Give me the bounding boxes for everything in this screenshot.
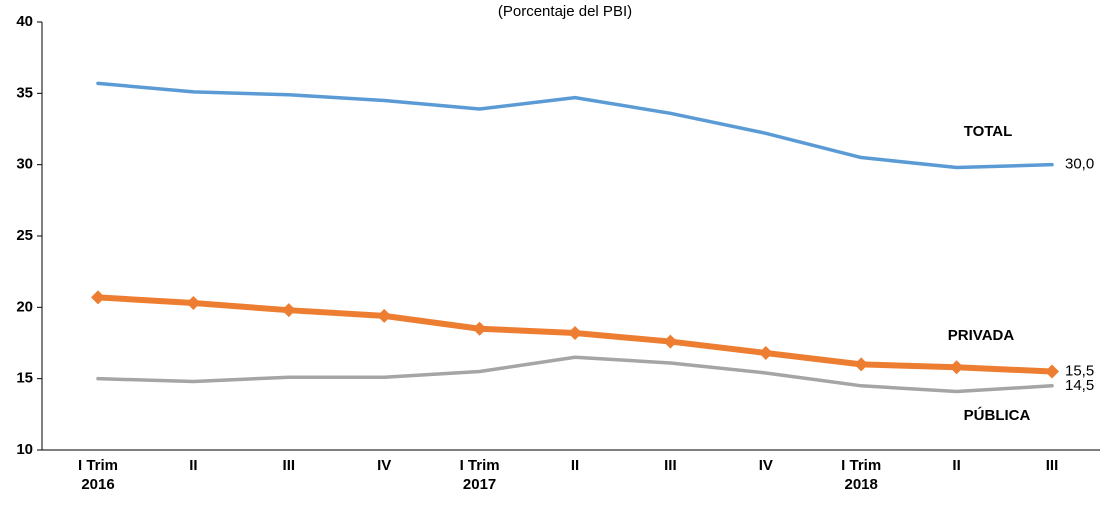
x-tick-label: I Trim 2017 <box>459 457 500 493</box>
y-tick-label: 20 <box>16 298 33 315</box>
chart-subtitle: (Porcentaje del PBI) <box>498 3 632 20</box>
series-line <box>96 355 1054 394</box>
x-tick-label: IV <box>758 457 773 474</box>
point-marker <box>663 334 678 349</box>
point-marker <box>949 360 964 375</box>
point-marker <box>91 290 105 305</box>
x-tick-label: IV <box>377 457 392 474</box>
series-line <box>96 81 1054 170</box>
y-tick-label: 25 <box>16 227 33 244</box>
x-tick-label: III <box>664 457 677 474</box>
y-tick-label: 30 <box>16 156 33 173</box>
point-marker <box>186 296 201 311</box>
point-marker <box>854 357 869 372</box>
series-name: PRIVADA <box>948 327 1015 344</box>
x-tick-label: II <box>570 457 580 474</box>
point-marker <box>568 326 582 341</box>
data-label: 15,5 <box>1065 363 1094 380</box>
x-tick-label: I Trim 2018 <box>841 457 882 493</box>
y-tick-label: 40 <box>16 13 33 30</box>
x-tick-label: II <box>952 457 961 474</box>
point-marker <box>758 345 773 360</box>
data-label: 30,0 <box>1065 156 1094 173</box>
x-tick-label: I Trim 2016 <box>77 457 118 493</box>
point-marker <box>472 321 487 336</box>
series-name: TOTAL <box>964 123 1013 140</box>
x-tick-label: III <box>1045 457 1059 474</box>
point-marker <box>377 308 392 323</box>
point-marker <box>281 303 296 318</box>
data-label: 14,5 <box>1065 377 1094 394</box>
y-tick-label: 35 <box>16 84 33 101</box>
point-marker <box>1045 364 1059 379</box>
x-tick-label: II <box>189 457 198 474</box>
x-tick-label: III <box>282 457 296 474</box>
y-tick-label: 15 <box>16 370 33 387</box>
series-name: PÚBLICA <box>964 406 1031 424</box>
y-tick-label: 10 <box>16 441 33 458</box>
